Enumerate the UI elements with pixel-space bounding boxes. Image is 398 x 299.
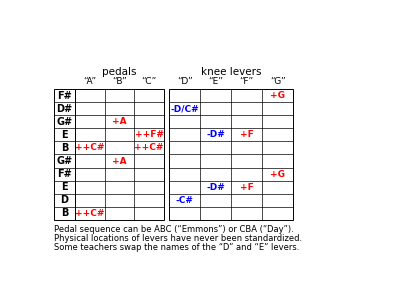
Text: B: B (61, 143, 68, 153)
Text: D: D (60, 195, 68, 205)
Bar (54, 89, 75, 220)
Text: “E”: “E” (208, 77, 223, 86)
Text: -D#: -D# (206, 183, 225, 192)
Text: ++F#: ++F# (135, 130, 164, 139)
Text: -D#: -D# (206, 130, 225, 139)
Text: pedals: pedals (102, 67, 137, 77)
Text: G#: G# (57, 117, 72, 127)
Text: B: B (61, 208, 68, 218)
Text: +A: +A (112, 117, 127, 126)
Text: -C#: -C# (176, 196, 193, 205)
Text: F#: F# (57, 169, 72, 179)
Text: Physical locations of levers have never been standardized.: Physical locations of levers have never … (54, 234, 302, 243)
Text: -D/C#: -D/C# (170, 104, 199, 113)
Text: Pedal sequence can be ABC (“Emmons”) or CBA (“Day”).: Pedal sequence can be ABC (“Emmons”) or … (54, 225, 293, 234)
Bar (75, 89, 164, 220)
Text: G#: G# (57, 156, 72, 166)
Text: ++C#: ++C# (134, 144, 164, 152)
Text: knee levers: knee levers (201, 67, 261, 77)
Text: +F: +F (240, 183, 254, 192)
Text: +G: +G (270, 91, 285, 100)
Text: “G”: “G” (270, 77, 285, 86)
Text: D#: D# (57, 104, 72, 114)
Text: +G: +G (270, 170, 285, 179)
Text: “A”: “A” (84, 77, 97, 86)
Text: ++C#: ++C# (75, 209, 105, 218)
Text: E: E (61, 130, 68, 140)
Text: F#: F# (57, 91, 72, 100)
Text: “C”: “C” (141, 77, 156, 86)
Text: “B”: “B” (112, 77, 127, 86)
Bar (169, 89, 293, 220)
Text: “F”: “F” (240, 77, 254, 86)
Text: Some teachers swap the names of the “D” and “E” levers.: Some teachers swap the names of the “D” … (54, 243, 299, 252)
Text: “D”: “D” (177, 77, 192, 86)
Text: E: E (61, 182, 68, 192)
Text: +F: +F (240, 130, 254, 139)
Text: +A: +A (112, 156, 127, 166)
Text: ++C#: ++C# (75, 144, 105, 152)
